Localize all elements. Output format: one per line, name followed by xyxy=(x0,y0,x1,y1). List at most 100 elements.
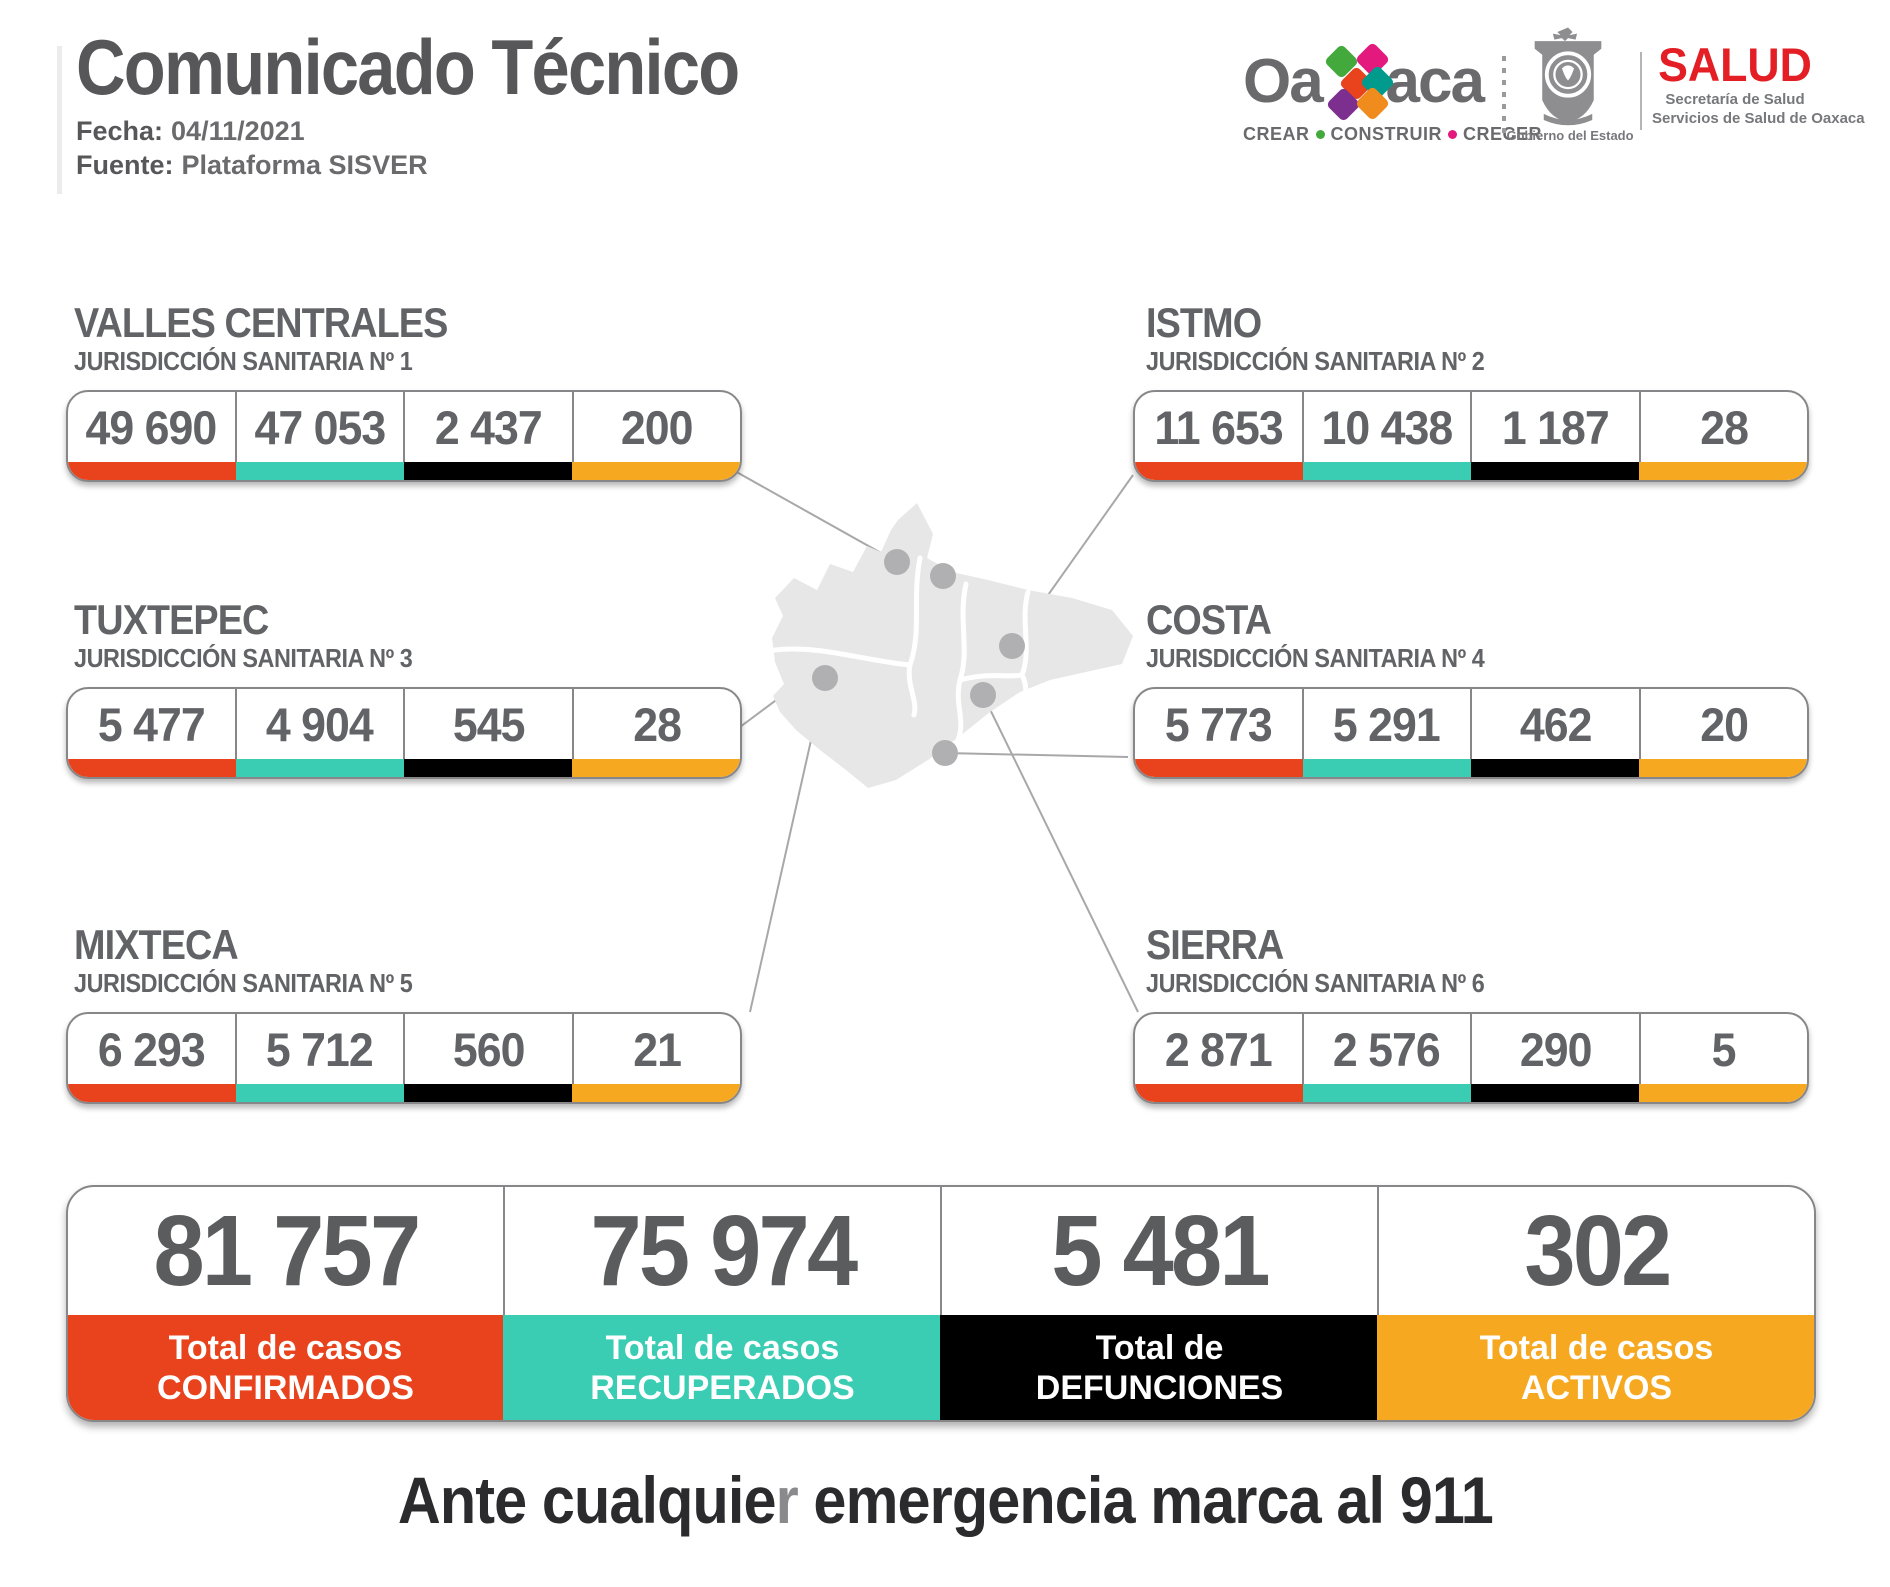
stat-recovered: 5 712 xyxy=(237,1014,405,1084)
oaxaca-wordmark-prefix: Oa xyxy=(1243,47,1324,116)
dot-valles-centrales xyxy=(884,549,910,575)
region-name: MIXTECA xyxy=(74,921,239,968)
stat-deaths: 462 xyxy=(1472,689,1641,759)
stat-deaths: 290 xyxy=(1472,1014,1641,1084)
total-confirmed-label: Total de casos CONFIRMADOS xyxy=(68,1315,505,1420)
tagline-word: CREAR xyxy=(1243,124,1310,144)
total-active-value: 302 xyxy=(1523,1194,1672,1307)
dot-sierra xyxy=(970,682,996,708)
stat-active: 21 xyxy=(632,1022,682,1076)
region-name: VALLES CENTRALES xyxy=(74,299,448,346)
region-header-costa: COSTA JURISDICCIÓN SANITARIA Nº 4 xyxy=(1146,596,1522,674)
stat-recovered: 2 576 xyxy=(1304,1014,1472,1084)
region-card-istmo: 11 653 10 438 1 187 28 xyxy=(1133,390,1809,482)
total-confirmed: 81 757 Total de casos CONFIRMADOS xyxy=(68,1187,505,1420)
connector-sierra xyxy=(982,694,1139,1013)
stat-deaths: 1 187 xyxy=(1472,392,1641,462)
region-jurisdiction: JURISDICCIÓN SANITARIA Nº 6 xyxy=(1146,968,1485,998)
date-row: Fecha: 04/11/2021 xyxy=(76,116,305,147)
total-deaths-value: 5 481 xyxy=(1051,1194,1270,1307)
color-legend-bar xyxy=(68,462,740,480)
salud-subtitle-2: Servicios de Salud de Oaxaca xyxy=(1652,110,1865,127)
total-recovered-label: Total de casos RECUPERADOS xyxy=(503,1315,942,1420)
color-legend-bar xyxy=(1135,759,1807,777)
state-outline xyxy=(772,503,1133,788)
total-confirmed-value: 81 757 xyxy=(153,1194,421,1307)
region-header-istmo: ISTMO JURISDICCIÓN SANITARIA Nº 2 xyxy=(1146,299,1522,377)
region-jurisdiction: JURISDICCIÓN SANITARIA Nº 3 xyxy=(74,643,413,673)
color-legend-bar xyxy=(68,1084,740,1102)
stat-confirmed: 49 690 xyxy=(68,392,237,462)
stat-deaths: 545 xyxy=(405,689,574,759)
stat-recovered: 5 291 xyxy=(1304,689,1472,759)
oaxaca-wordmark-suffix: aca xyxy=(1385,47,1485,116)
salud-logo: SALUD Secretaría de Salud Servicios de S… xyxy=(1652,38,1865,128)
stat-recovered: 4 904 xyxy=(237,689,405,759)
date-label: Fecha: xyxy=(76,116,164,146)
source-label: Fuente: xyxy=(76,150,174,180)
dotted-separator xyxy=(1502,56,1506,136)
oaxaca-wordmark: Oa aca xyxy=(1243,41,1485,123)
region-name: ISTMO xyxy=(1146,299,1262,346)
region-jurisdiction: JURISDICCIÓN SANITARIA Nº 5 xyxy=(74,968,413,998)
state-seal-icon xyxy=(1534,27,1602,126)
color-legend-bar xyxy=(1135,1084,1807,1102)
salud-title: SALUD xyxy=(1658,38,1812,91)
stat-confirmed: 5 773 xyxy=(1135,689,1304,759)
region-card-tuxtepec: 5 477 4 904 545 28 xyxy=(66,687,742,779)
color-legend-bar xyxy=(68,759,740,777)
stat-active: 20 xyxy=(1699,697,1749,751)
emergency-message: Ante cualquier emergencia marca al 911 xyxy=(397,1463,1493,1537)
stat-active: 5 xyxy=(1711,1022,1737,1076)
oaxaca-map xyxy=(772,503,1133,788)
region-jurisdiction: JURISDICCIÓN SANITARIA Nº 2 xyxy=(1146,346,1485,376)
stat-confirmed: 5 477 xyxy=(68,689,237,759)
district-borders xyxy=(772,555,1031,743)
stat-confirmed: 6 293 xyxy=(68,1014,237,1084)
total-deaths-label: Total de DEFUNCIONES xyxy=(940,1315,1379,1420)
date-value: 04/11/2021 xyxy=(171,116,305,146)
total-recovered: 75 974 Total de casos RECUPERADOS xyxy=(503,1187,942,1420)
dot-istmo xyxy=(999,633,1025,659)
stat-deaths: 560 xyxy=(405,1014,574,1084)
tagline-word: CONSTRUIR xyxy=(1330,124,1443,144)
stat-confirmed: 2 871 xyxy=(1135,1014,1304,1084)
oaxaca-tagline: CREARCONSTRUIRCRECER xyxy=(1243,124,1542,145)
region-card-sierra: 2 871 2 576 290 5 xyxy=(1133,1012,1809,1104)
stat-active: 28 xyxy=(632,697,682,751)
region-jurisdiction: JURISDICCIÓN SANITARIA Nº 4 xyxy=(1146,643,1485,673)
total-deaths: 5 481 Total de DEFUNCIONES xyxy=(940,1187,1379,1420)
seal-caption: Gobierno del Estado xyxy=(1506,128,1634,143)
total-active: 302 Total de casos ACTIVOS xyxy=(1377,1187,1814,1420)
region-header-mixteca: MIXTECA JURISDICCIÓN SANITARIA Nº 5 xyxy=(74,921,450,999)
stat-recovered: 47 053 xyxy=(237,392,405,462)
connector-valles-centrales xyxy=(732,469,898,563)
salud-subtitle-1: Secretaría de Salud xyxy=(1665,91,1805,108)
region-header-tuxtepec: TUXTEPEC JURISDICCIÓN SANITARIA Nº 3 xyxy=(74,596,450,674)
emergency-banner: Ante cualquier emergencia marca al 911 xyxy=(0,1462,1890,1538)
region-card-valles-centrales: 49 690 47 053 2 437 200 xyxy=(66,390,742,482)
stat-confirmed: 11 653 xyxy=(1135,392,1304,462)
source-row: Fuente: Plataforma SISVER xyxy=(76,150,428,181)
region-name: COSTA xyxy=(1146,596,1272,643)
total-recovered-value: 75 974 xyxy=(590,1194,858,1307)
region-header-sierra: SIERRA JURISDICCIÓN SANITARIA Nº 6 xyxy=(1146,921,1522,999)
region-dots xyxy=(812,549,1025,766)
region-name: TUXTEPEC xyxy=(74,596,269,643)
stat-active: 200 xyxy=(620,400,694,454)
vertical-separator xyxy=(1640,52,1642,130)
region-name: SIERRA xyxy=(1146,921,1284,968)
source-value: Plataforma SISVER xyxy=(181,150,428,180)
stat-recovered: 10 438 xyxy=(1304,392,1472,462)
connector-costa xyxy=(944,752,1129,758)
color-legend-bar xyxy=(1135,462,1807,480)
dot-mixteca xyxy=(812,665,838,691)
totals-bar: 81 757 Total de casos CONFIRMADOS 75 974 … xyxy=(66,1185,1816,1422)
dot-costa xyxy=(932,740,958,766)
stat-active: 28 xyxy=(1699,400,1749,454)
dot-tuxtepec xyxy=(930,563,956,589)
stat-deaths: 2 437 xyxy=(405,392,574,462)
region-card-mixteca: 6 293 5 712 560 21 xyxy=(66,1012,742,1104)
